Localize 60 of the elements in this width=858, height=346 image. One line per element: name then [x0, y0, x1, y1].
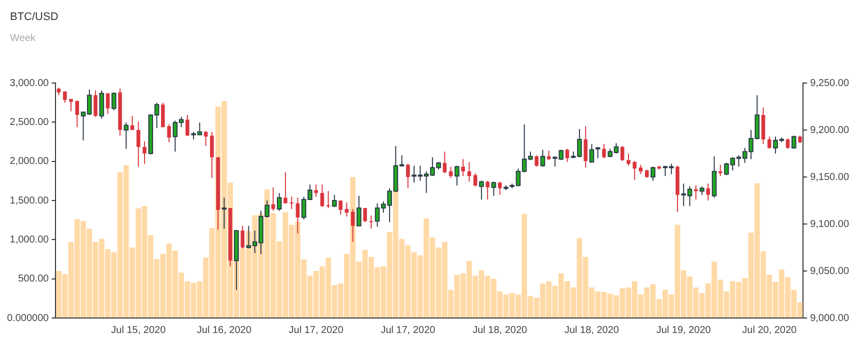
candlestick	[326, 190, 330, 209]
candlestick	[632, 160, 637, 180]
candlestick	[565, 148, 570, 162]
x-tick-label: Jul 17, 2020	[288, 324, 344, 336]
y2-tick-label: 9,050.00	[810, 266, 850, 277]
x-tick-label: Jul 15, 2020	[111, 324, 166, 336]
candlestick	[767, 136, 772, 150]
candlestick	[694, 184, 698, 200]
candlestick	[69, 98, 73, 112]
candlestick	[584, 126, 588, 168]
candlestick	[338, 200, 342, 216]
candlestick	[136, 121, 140, 168]
y-tick-label: 0.000000	[6, 312, 50, 324]
x-tick-label: Jul 17, 2020	[380, 324, 436, 336]
candlestick	[314, 184, 318, 198]
candlestick	[284, 172, 288, 204]
candlestick	[210, 131, 214, 178]
y-tick-label: 500.00	[18, 274, 50, 285]
candlestick	[290, 196, 294, 210]
y-tick-label: 1,500.00	[10, 195, 50, 206]
x-tick-label: Jul 18, 2020	[564, 324, 620, 336]
candlestick	[75, 100, 80, 128]
candlestick	[350, 208, 355, 242]
candlestick	[369, 215, 374, 230]
candlestick	[461, 158, 465, 177]
y2-tick-label: 9,150.00	[810, 172, 850, 183]
y-tick-label: 1,000.00	[10, 234, 50, 246]
y-tick-label: 2,000.00	[10, 156, 50, 168]
candlestick	[620, 145, 624, 162]
y2-tick-label: 9,250.00	[810, 78, 850, 89]
chart-title: BTC/USD	[10, 11, 58, 23]
candlestick	[786, 138, 790, 150]
y2-tick-label: 9,000.00	[810, 312, 850, 324]
candlestick	[498, 181, 502, 196]
candlestick	[320, 184, 324, 208]
candlestick	[186, 114, 190, 136]
y2-tick-label: 9,200.00	[810, 124, 850, 136]
chart-subtitle: Week	[10, 33, 36, 44]
x-tick-label: Jul 20, 2020	[742, 324, 798, 336]
candlestick	[142, 140, 146, 164]
candlestick	[706, 183, 710, 201]
candlestick	[442, 151, 447, 174]
x-tick-label: Jul 18, 2020	[472, 324, 528, 336]
y-tick-label: 2,500.00	[10, 116, 50, 128]
candlestick	[94, 90, 98, 118]
y2-tick-label: 9,100.00	[810, 218, 850, 230]
candlestick	[473, 172, 478, 187]
candlestick	[161, 102, 165, 128]
candlestick	[106, 92, 110, 115]
candlestick	[167, 124, 171, 143]
candlestick	[638, 164, 643, 175]
y-tick-label: 3,000.00	[10, 78, 50, 89]
candlestick	[363, 208, 367, 223]
candlestick	[602, 144, 606, 159]
x-tick-label: Jul 16, 2020	[196, 324, 252, 336]
candlestick	[486, 180, 490, 200]
candlestick	[406, 163, 410, 189]
candlestick	[626, 153, 630, 166]
candlestick	[534, 154, 538, 168]
x-tick-label: Jul 19, 2020	[656, 324, 712, 336]
